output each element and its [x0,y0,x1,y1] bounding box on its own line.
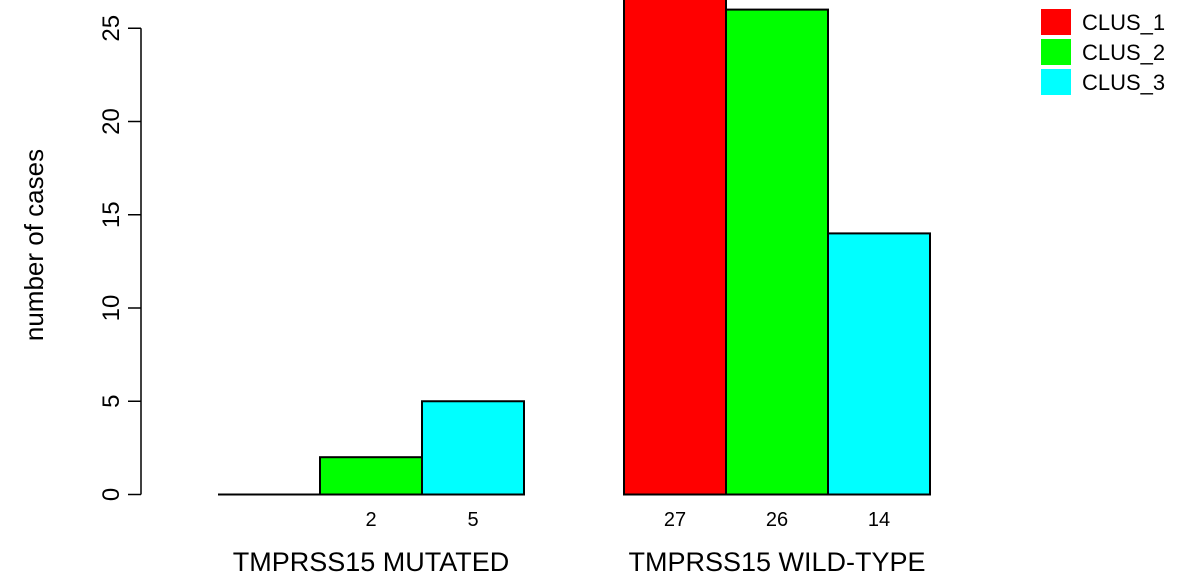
y-tick-label: 10 [98,295,125,322]
legend-label: CLUS_3 [1082,70,1165,95]
bar-clus-2 [725,8,829,496]
legend-label: CLUS_2 [1082,40,1165,65]
legend-swatch [1041,9,1071,35]
legend-swatch [1041,69,1071,95]
legend-swatch [1041,39,1071,65]
y-tick-label: 0 [98,488,125,501]
bar-clus-3 [421,400,525,496]
category-label: TMPRSS15 WILD-TYPE [628,547,925,577]
bar-count-label: 14 [868,509,890,531]
bars [218,0,931,496]
bar-count-label: 26 [766,509,788,531]
y-tick-label: 5 [98,395,125,408]
group-labels: TMPRSS15 MUTATED TMPRSS15 WILD-TYPE [233,547,926,577]
bar-clus-2 [319,456,423,496]
y-axis: 0 5 10 15 20 25 [98,15,142,501]
bar-clus-3 [827,232,931,496]
legend: CLUS_1 CLUS_2 CLUS_3 [1041,9,1165,95]
bar-count-label: 27 [664,509,686,531]
y-tick-label: 20 [98,108,125,135]
y-axis-title: number of cases [19,149,49,341]
count-labels: 2 5 27 26 14 [365,509,890,531]
bar-count-label: 2 [365,509,376,531]
bar-count-label: 5 [467,509,478,531]
category-label: TMPRSS15 MUTATED [233,547,510,577]
y-tick-label: 15 [98,201,125,228]
legend-label: CLUS_1 [1082,10,1165,35]
bar-clus-1 [623,0,727,496]
y-tick-label: 25 [98,15,125,42]
